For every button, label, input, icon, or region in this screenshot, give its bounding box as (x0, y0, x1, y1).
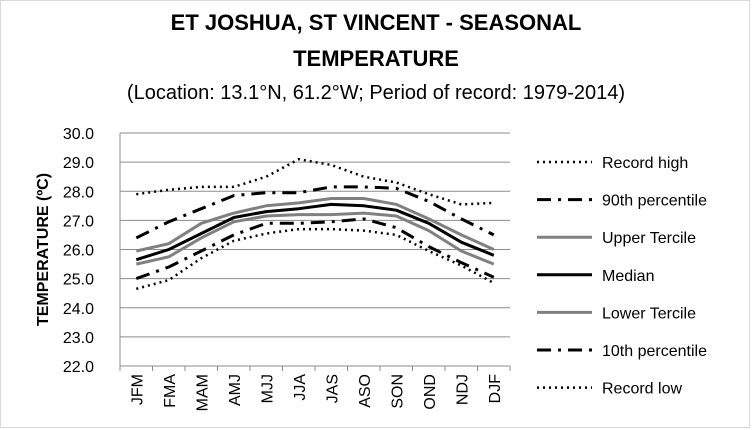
y-tick-label: 22.0 (63, 359, 94, 376)
y-tick-label: 26.0 (63, 243, 94, 260)
x-tick-label: MAM (194, 374, 211, 411)
series-line-record-low (135, 227, 495, 291)
y-tick-label: 23.0 (63, 330, 94, 347)
series-line-record-high (136, 157, 494, 206)
chart-title-line-1: ET JOSHUA, ST VINCENT - SEASONAL (170, 10, 582, 35)
legend-label: Record low (602, 381, 682, 398)
x-tick-label: JAS (324, 374, 341, 403)
series-layer (135, 157, 495, 291)
series-line-median (135, 202, 495, 262)
x-tick-label: SON (389, 374, 406, 409)
axis-layer: 22.0 23.0 24.0 25.0 26.0 27.0 28.0 29.0 30.0 JFM F… (35, 126, 511, 411)
legend-label: 10th percentile (602, 343, 707, 360)
legend-label: Median (602, 268, 654, 285)
y-tick-label: 27.0 (63, 213, 94, 230)
legend-label: 90th percentile (602, 193, 707, 210)
x-tick-label: JFM (129, 374, 146, 405)
series-line-10th-percentile (135, 217, 495, 281)
chart-title-line-2: TEMPERATURE (293, 46, 459, 71)
x-tick-label: JJA (292, 374, 309, 401)
x-tick-label: ASO (357, 374, 374, 408)
x-tick-label: NDJ (454, 374, 471, 405)
x-tick-label: AMJ (227, 374, 244, 406)
x-tick-label: MJJ (259, 374, 276, 403)
series-line-90th-percentile (135, 185, 495, 240)
x-tick-label: DJF (487, 374, 504, 404)
x-tick-label: FMA (162, 374, 179, 408)
y-tick-label: 30.0 (63, 126, 94, 143)
series-line-upper-tercile (135, 197, 495, 253)
series-line-lower-tercile (135, 211, 495, 266)
y-tick-label: 25.0 (63, 272, 94, 289)
legend: Record high 90th percentile Upper Tercile M… (537, 155, 707, 398)
y-axis-title: TEMPERATURE (ºC) (35, 173, 52, 326)
legend-label: Upper Tercile (602, 230, 696, 247)
x-tick-label: OND (422, 374, 439, 410)
y-tick-label: 24.0 (63, 301, 94, 318)
y-tick-label: 28.0 (63, 184, 94, 201)
chart-subtitle: (Location: 13.1°N, 61.2°W; Period of rec… (126, 82, 626, 104)
legend-label: Lower Tercile (602, 305, 696, 322)
y-tick-label: 29.0 (63, 155, 94, 172)
legend-label: Record high (602, 155, 688, 172)
